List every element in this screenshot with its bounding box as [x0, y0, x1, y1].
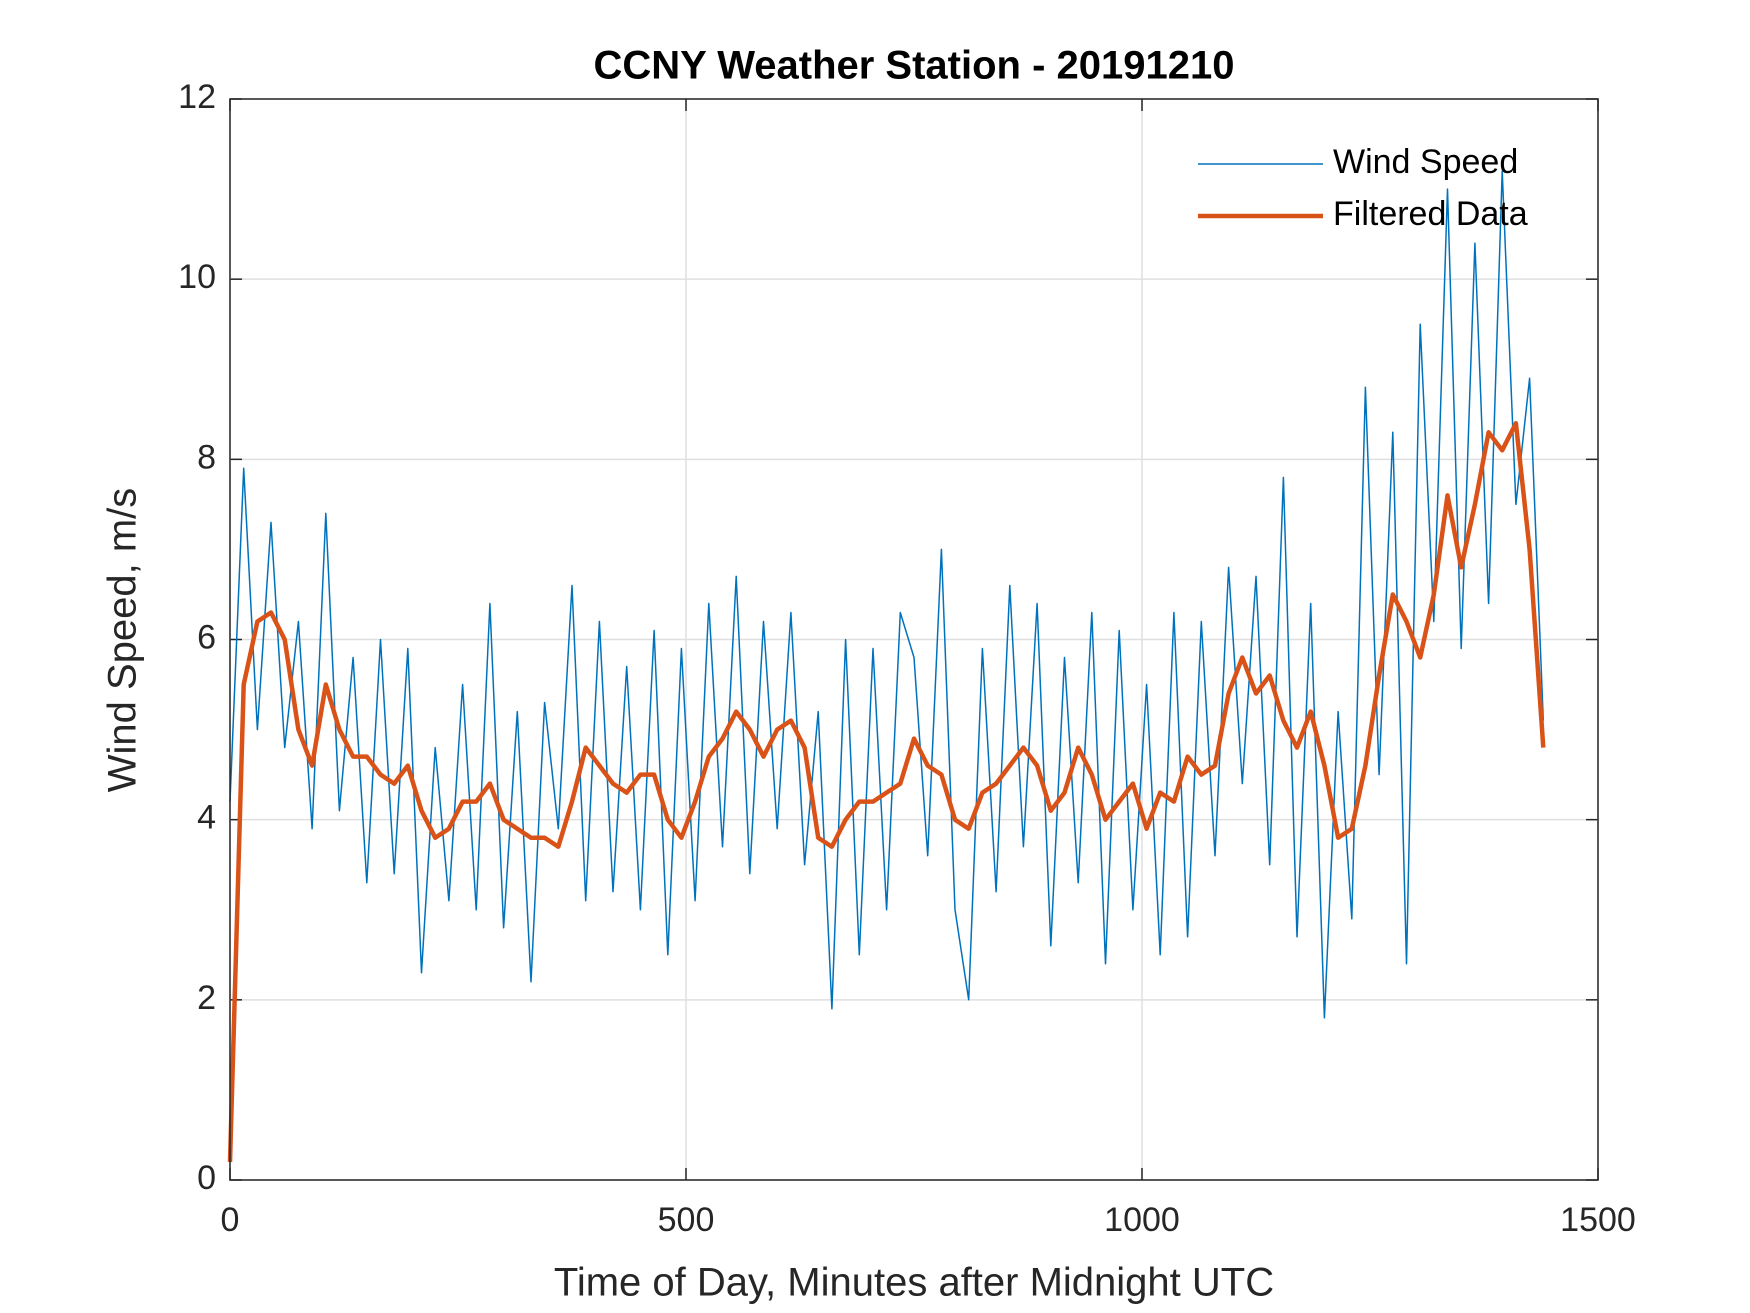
y-tick-label: 8	[197, 438, 216, 476]
x-axis-label: Time of Day, Minutes after Midnight UTC	[554, 1261, 1274, 1305]
legend-label: Filtered Data	[1333, 195, 1528, 233]
x-tick-label: 500	[658, 1201, 715, 1239]
y-tick-label: 10	[178, 258, 216, 296]
x-tick-label: 1500	[1560, 1201, 1636, 1239]
data-line	[229, 170, 1545, 1019]
chart-title: CCNY Weather Station - 20191210	[594, 44, 1235, 88]
y-tick-label: 4	[197, 799, 216, 837]
y-axis-label: Wind Speed, m/s	[101, 488, 145, 793]
y-tick-label: 6	[197, 618, 216, 656]
legend-label: Wind Speed	[1333, 143, 1518, 181]
data-line	[227, 421, 1546, 1163]
y-tick-label: 0	[197, 1159, 216, 1197]
y-tick-label: 2	[197, 979, 216, 1017]
y-tick-label: 12	[178, 78, 216, 116]
plot-frame	[229, 98, 1599, 1181]
x-tick-label: 1000	[1104, 1201, 1180, 1239]
x-tick-label: 0	[221, 1201, 240, 1239]
